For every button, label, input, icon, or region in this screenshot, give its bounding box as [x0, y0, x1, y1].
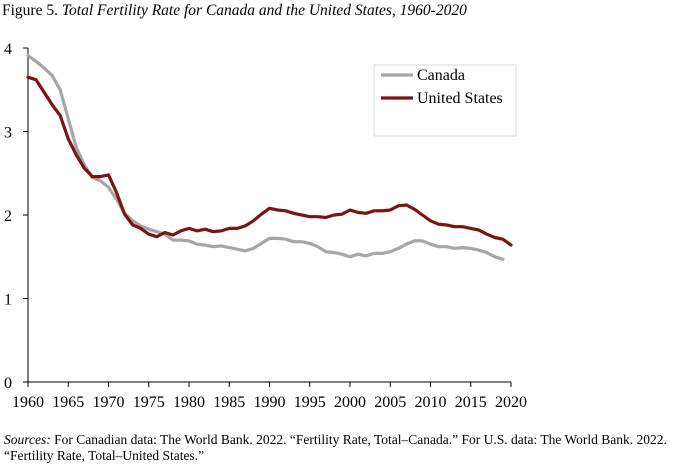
series-line-canada [26, 53, 505, 261]
legend-label-canada: Canada [417, 67, 465, 84]
legend-box [373, 64, 517, 137]
chart-axes: 0 1 2 3 4 1960 1965 1970 1975 1980 1985 1990 1995 200… [4, 41, 527, 411]
fertility-line-chart: 0 1 2 3 4 1960 1965 1970 1975 1980 1985 1990 1995 200… [4, 41, 527, 411]
x-tick-label: 2020 [495, 394, 527, 411]
x-tick-label: 1990 [254, 394, 286, 411]
x-tick-label: 1980 [173, 394, 205, 411]
y-tick-label: 3 [4, 125, 12, 142]
y-tick-label: 0 [4, 375, 12, 392]
legend-label-united-states: United States [417, 90, 503, 107]
series-line-united-states [26, 75, 513, 247]
x-tick-label: 1975 [133, 394, 165, 411]
sources-note: Sources: For Canadian data: The World Ba… [4, 432, 696, 464]
figure-title: Figure 5. Total Fertility Rate for Canad… [2, 2, 467, 20]
x-tick-label: 1995 [294, 394, 326, 411]
y-tick-label: 1 [4, 292, 12, 309]
x-tick-label: 2000 [334, 394, 366, 411]
chart-series-layer [26, 53, 513, 261]
y-tick-label: 2 [4, 208, 12, 225]
sources-text: For Canadian data: The World Bank. 2022.… [4, 432, 667, 463]
sources-label: Sources: [4, 432, 51, 447]
x-tick-label: 2005 [374, 394, 406, 411]
y-tick-label: 4 [4, 41, 12, 58]
figure-title-prefix: Figure 5. [2, 2, 62, 19]
chart-legend: Canada United States [373, 64, 517, 137]
x-tick-label: 1970 [93, 394, 125, 411]
figure-title-text: Total Fertility Rate for Canada and the … [61, 2, 467, 19]
x-tick-label: 1985 [213, 394, 245, 411]
x-tick-label: 1960 [12, 394, 44, 411]
x-tick-label: 2015 [455, 394, 487, 411]
x-tick-label: 1965 [52, 394, 84, 411]
x-tick-label: 2010 [415, 394, 447, 411]
